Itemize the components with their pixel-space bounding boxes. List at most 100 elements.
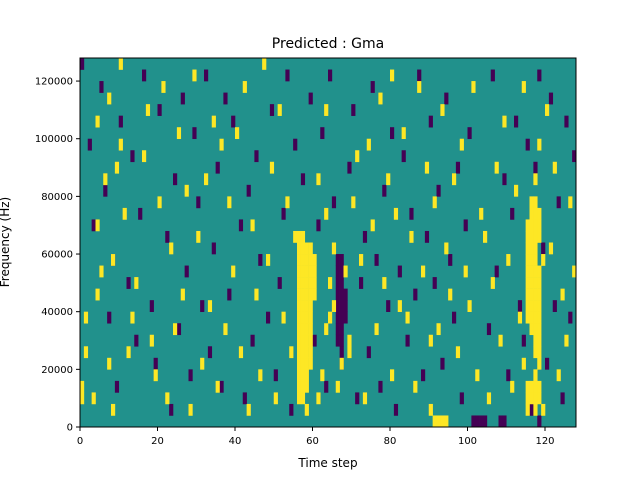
heatmap-cell-high <box>297 392 302 405</box>
heatmap-cell-high <box>83 346 89 359</box>
heatmap-cell-high <box>525 403 530 416</box>
heatmap-cell-high <box>335 380 340 393</box>
heatmap-cell-high <box>428 334 433 347</box>
heatmap-cell-high <box>537 138 542 151</box>
heatmap-cell-high <box>440 415 445 428</box>
heatmap-cell-low <box>421 369 426 382</box>
heatmap-cell-low <box>378 380 383 393</box>
heatmap-cell-high <box>339 357 344 370</box>
heatmap-cell-high <box>297 242 302 255</box>
heatmap-cell-low <box>335 311 340 324</box>
heatmap-cell-high <box>471 81 476 93</box>
heatmap-cell-high <box>475 369 480 382</box>
heatmap-cell-low <box>339 288 344 301</box>
heatmap-cell-low <box>502 415 507 428</box>
heatmap-cell-low <box>343 311 348 324</box>
heatmap-cell-low <box>428 115 433 128</box>
heatmap-cell-low <box>153 357 158 370</box>
heatmap-cell-low <box>548 92 554 105</box>
heatmap-cell-high <box>541 403 546 416</box>
heatmap-cell-low <box>192 127 197 140</box>
heatmap-cell-high <box>304 265 309 278</box>
heatmap-cell-high <box>537 357 542 370</box>
heatmap-cell-high <box>502 115 507 128</box>
heatmap-cell-high <box>397 300 402 312</box>
heatmap-cell-high <box>533 173 538 186</box>
x-tick-label: 20 <box>151 436 164 447</box>
heatmap-cell-high <box>300 346 306 359</box>
heatmap-cell-low <box>331 196 337 209</box>
heatmap-cell-high <box>390 369 395 382</box>
heatmap-cell-low <box>335 288 340 301</box>
heatmap-cell-low <box>339 277 344 289</box>
heatmap-cell-low <box>126 277 131 289</box>
heatmap-cell-high <box>308 288 313 301</box>
heatmap-cell-high <box>568 196 573 209</box>
heatmap-cell-high <box>533 207 538 220</box>
heatmap-cell-high <box>537 207 542 220</box>
heatmap-cell-high <box>537 392 542 405</box>
heatmap-cell-high <box>196 230 201 243</box>
heatmap-cell-high <box>533 323 538 336</box>
heatmap-cell-low <box>424 230 430 243</box>
heatmap-cell-high <box>304 323 309 336</box>
heatmap-cell-low <box>432 277 437 289</box>
heatmap-cell-high <box>304 369 309 382</box>
heatmap-cell-high <box>533 277 538 289</box>
heatmap-cell-high <box>266 254 271 266</box>
heatmap-cell-high <box>173 323 178 336</box>
heatmap-cell-high <box>180 288 185 301</box>
heatmap-cell-high <box>533 242 538 255</box>
heatmap-cell-high <box>308 242 313 255</box>
heatmap-cell-high <box>413 380 418 393</box>
heatmap-cell-low <box>335 323 340 336</box>
heatmap-cell-low <box>374 254 379 266</box>
y-tick-label: 120000 <box>35 77 73 88</box>
heatmap-cell-high <box>529 380 534 393</box>
heatmap-cell-low <box>250 334 255 347</box>
heatmap-cell-low <box>316 219 321 232</box>
heatmap-cell-high <box>316 173 321 186</box>
heatmap-cell-high <box>529 277 534 289</box>
heatmap-cell-high <box>328 311 333 324</box>
heatmap-cell-high <box>304 380 309 393</box>
heatmap-cell-high <box>421 265 426 278</box>
heatmap-cell-high <box>545 104 550 116</box>
heatmap-cell-high <box>304 254 309 266</box>
heatmap-cell-high <box>359 254 364 266</box>
heatmap-cell-low <box>366 346 371 359</box>
heatmap-cell-high <box>188 403 193 416</box>
x-tick-label: 60 <box>306 436 319 447</box>
heatmap-cell-high <box>297 277 302 289</box>
heatmap-cell-high <box>347 346 352 359</box>
heatmap-cell-low <box>238 219 244 232</box>
heatmap-cell-high <box>343 265 348 278</box>
heatmap-cell-low <box>537 69 542 82</box>
heatmap-cell-high <box>300 334 306 347</box>
heatmap-cell-low <box>339 265 344 278</box>
heatmap-cell-high <box>483 230 488 243</box>
heatmap-cell-high <box>304 277 309 289</box>
heatmap-cell-low <box>556 196 561 209</box>
heatmap-cell-low <box>343 300 348 312</box>
heatmap-cell-high <box>312 288 317 301</box>
heatmap-cell-high <box>297 288 302 301</box>
heatmap-cell-low <box>277 277 282 289</box>
heatmap-cell-low <box>254 150 259 163</box>
heatmap-cell-high <box>281 311 286 324</box>
heatmap-cell-low <box>293 138 298 151</box>
heatmap-cell-low <box>99 81 104 93</box>
heatmap-cell-high <box>304 288 309 301</box>
heatmap-cell-high <box>145 104 151 116</box>
heatmap-cell-high <box>169 242 174 255</box>
heatmap-cell-high <box>277 104 282 116</box>
heatmap-cell-high <box>529 196 534 209</box>
heatmap-cell-high <box>304 311 309 324</box>
heatmap-cell-high <box>161 81 166 93</box>
heatmap-cell-high <box>510 380 515 393</box>
x-tick-label: 80 <box>384 436 397 447</box>
heatmap-cell-low <box>114 380 120 393</box>
heatmap-cell-high <box>300 392 306 405</box>
heatmap-cell-high <box>211 115 216 128</box>
